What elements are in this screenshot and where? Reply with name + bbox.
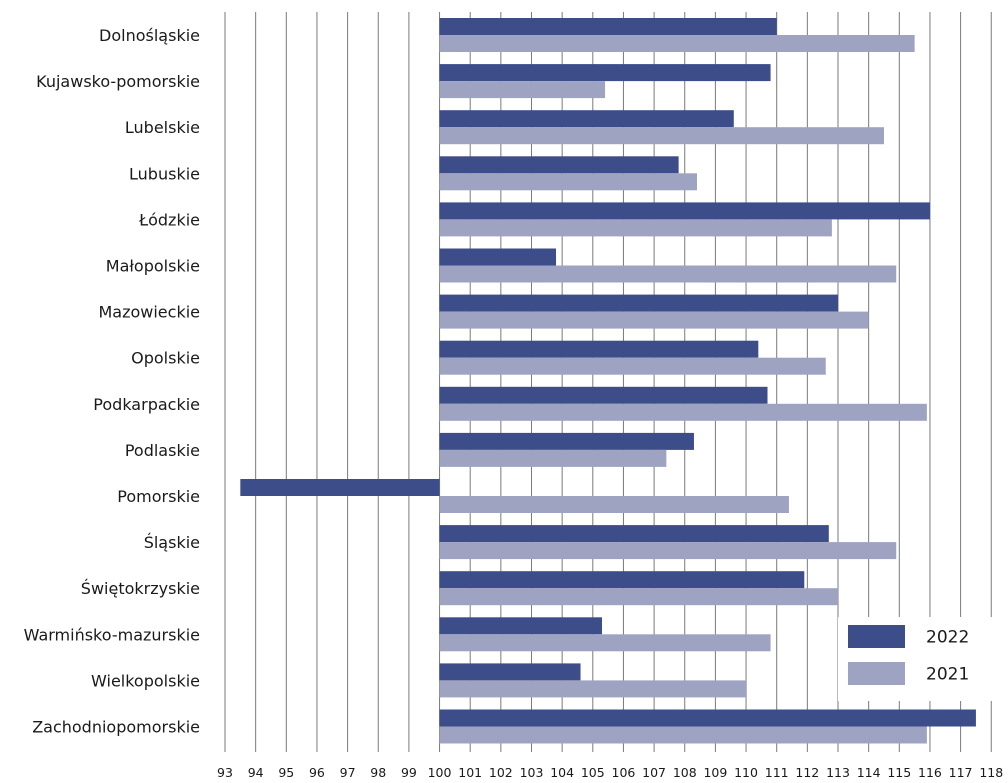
legend-swatch <box>848 625 905 648</box>
x-tick-label: 102 <box>489 765 513 780</box>
bar-2021 <box>439 357 826 375</box>
bar-2022 <box>439 294 838 312</box>
x-tick-label: 117 <box>949 765 973 780</box>
x-tick-label: 112 <box>795 765 819 780</box>
category-label: Kujawsko-pomorskie <box>36 72 200 91</box>
bar-2022 <box>439 432 694 450</box>
category-label: Świętokrzyskie <box>81 579 200 598</box>
bar-2021 <box>439 542 897 560</box>
x-tick-label: 116 <box>918 765 942 780</box>
category-label: Pomorskie <box>117 487 200 506</box>
bar-2022 <box>439 340 759 358</box>
bar-2022 <box>439 571 805 589</box>
bar-2021 <box>439 311 869 329</box>
x-tick-label: 109 <box>703 765 727 780</box>
bar-2022 <box>240 479 440 496</box>
bar-2022 <box>439 386 768 404</box>
category-label: Podkarpackie <box>93 395 200 414</box>
bar-2022 <box>439 709 976 727</box>
x-tick-label: 100 <box>428 765 452 780</box>
x-tick-label: 106 <box>612 765 636 780</box>
category-label: Podlaskie <box>125 441 200 460</box>
x-tick-label: 115 <box>887 765 911 780</box>
bar-2021 <box>439 496 789 513</box>
category-label: Dolnośląskie <box>99 26 200 45</box>
category-label: Mazowieckie <box>98 303 200 322</box>
x-tick-label: 96 <box>309 765 325 780</box>
x-tick-label: 93 <box>217 765 233 780</box>
bar-2021 <box>439 449 667 467</box>
x-tick-label: 101 <box>458 765 482 780</box>
bar-2022 <box>439 202 930 220</box>
legend-swatch <box>848 662 905 685</box>
bar-2021 <box>439 726 927 744</box>
x-tick-label: 99 <box>401 765 417 780</box>
category-label: Zachodniopomorskie <box>32 718 200 737</box>
x-tick-label: 110 <box>734 765 758 780</box>
legend: 2022 2021 <box>838 617 998 701</box>
x-tick-label: 103 <box>520 765 544 780</box>
x-axis-ticks: 93 94 95 96 97 98 99 100 101 102 103 104 105 106 107 10… <box>217 765 1003 780</box>
bar-2022 <box>439 663 581 681</box>
bar-2022 <box>439 156 679 174</box>
bar-2021 <box>439 265 897 283</box>
bar-2021 <box>439 634 771 652</box>
x-tick-label: 98 <box>370 765 386 780</box>
x-tick-label: 97 <box>340 765 356 780</box>
bar-2021 <box>439 680 747 698</box>
x-tick-label: 107 <box>642 765 666 780</box>
x-tick-label: 111 <box>765 765 789 780</box>
x-tick-label: 104 <box>550 765 574 780</box>
category-label: Lubuskie <box>129 164 200 183</box>
category-label: Lubelskie <box>125 118 200 137</box>
x-tick-label: 94 <box>248 765 264 780</box>
y-axis-categories: Dolnośląskie Kujawsko-pomorskie Lubelskie L… <box>24 26 200 737</box>
category-label: Wielkopolskie <box>91 671 200 690</box>
bar-2021 <box>439 588 838 606</box>
bar-2022 <box>439 248 557 266</box>
x-tick-label: 114 <box>857 765 881 780</box>
bar-2022 <box>439 525 829 543</box>
bar-2021 <box>439 81 606 99</box>
category-label: Opolskie <box>131 349 200 368</box>
category-label: Łódzkie <box>138 210 200 229</box>
bar-2022 <box>439 64 771 82</box>
x-tick-label: 105 <box>581 765 605 780</box>
bar-2022 <box>439 617 602 635</box>
bar-2021 <box>439 127 884 145</box>
x-tick-label: 108 <box>673 765 697 780</box>
category-label: Małopolskie <box>106 257 200 276</box>
bar-2022 <box>439 18 777 35</box>
legend-label: 2021 <box>926 665 969 685</box>
bar-2022 <box>439 110 734 128</box>
category-label: Śląskie <box>144 533 200 552</box>
bar-2021 <box>439 403 927 421</box>
x-tick-label: 95 <box>278 765 294 780</box>
bar-2021 <box>439 35 915 52</box>
x-tick-label: 118 <box>979 765 1003 780</box>
x-tick-label: 113 <box>826 765 850 780</box>
category-label: Warmińsko-mazurskie <box>24 625 200 644</box>
bar-2021 <box>439 173 698 191</box>
bars <box>240 18 976 744</box>
bar-2021 <box>439 219 832 237</box>
legend-label: 2022 <box>926 628 969 648</box>
